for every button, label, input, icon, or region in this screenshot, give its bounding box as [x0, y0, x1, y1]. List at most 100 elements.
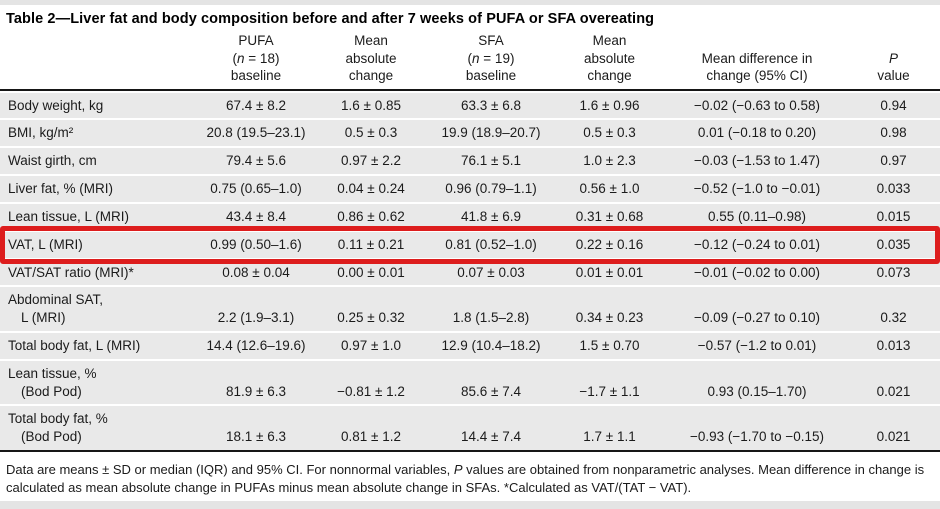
column-header-sfa-baseline: SFA (n = 19) baseline	[430, 31, 552, 91]
cell-value: 0.01 ± 0.01	[552, 259, 667, 286]
cell-value: 0.5 ± 0.3	[312, 120, 430, 147]
cell-value: 0.08 ± 0.04	[200, 259, 312, 286]
cell-value: 0.015	[847, 203, 940, 230]
cell-value: 0.56 ± 1.0	[552, 176, 667, 202]
cell-value: 85.6 ± 7.4	[430, 360, 552, 405]
row-label: Total body fat, % (Bod Pod)	[0, 406, 200, 453]
row-label: VAT/SAT ratio (MRI)*	[0, 259, 200, 286]
data-table: PUFA (n = 18) baseline Mean absolute change SF…	[0, 29, 940, 454]
cell-value: 0.04 ± 0.24	[312, 176, 430, 202]
table-body: Body weight, kg 67.4 ± 8.2 1.6 ± 0.85 63.3 …	[0, 92, 940, 453]
cell-value: 0.013	[847, 332, 940, 359]
cell-value: 67.4 ± 8.2	[200, 92, 312, 119]
table-footnote: Data are means ± SD or median (IQR) and …	[6, 462, 925, 495]
table-row: Lean tissue, L (MRI) 43.4 ± 8.4 0.86 ± 0.6…	[0, 203, 940, 230]
cell-value: 1.6 ± 0.96	[552, 92, 667, 119]
table-row: Total body fat, % (Bod Pod) 18.1 ± 6.3 0.81…	[0, 406, 940, 453]
table-row: Abdominal SAT, L (MRI) 2.2 (1.9–3.1) 0.25 ±…	[0, 287, 940, 331]
row-label: VAT, L (MRI)	[0, 231, 200, 258]
cell-value: −0.81 ± 1.2	[312, 360, 430, 405]
column-header-sfa-mean-absolute-change: Mean absolute change	[552, 31, 667, 91]
row-label: Lean tissue, L (MRI)	[0, 203, 200, 230]
cell-value: −1.7 ± 1.1	[552, 360, 667, 405]
cell-value: 76.1 ± 5.1	[430, 148, 552, 175]
cell-value: 0.81 ± 1.2	[312, 406, 430, 453]
cell-value: 43.4 ± 8.4	[200, 203, 312, 230]
cell-value: 0.11 ± 0.21	[312, 231, 430, 258]
row-label: Liver fat, % (MRI)	[0, 176, 200, 202]
cell-value: 0.97 ± 2.2	[312, 148, 430, 175]
cell-value: 2.2 (1.9–3.1)	[200, 287, 312, 331]
cell-value: 14.4 ± 7.4	[430, 406, 552, 453]
cell-value: 41.8 ± 6.9	[430, 203, 552, 230]
cell-value: 14.4 (12.6–19.6)	[200, 332, 312, 359]
cell-value: 0.31 ± 0.68	[552, 203, 667, 230]
cell-value: 63.3 ± 6.8	[430, 92, 552, 119]
row-label: BMI, kg/m²	[0, 120, 200, 147]
row-label: Waist girth, cm	[0, 148, 200, 175]
table-title: Table 2—Liver fat and body composition b…	[6, 11, 655, 27]
cell-value: 0.5 ± 0.3	[552, 120, 667, 147]
cell-value: 18.1 ± 6.3	[200, 406, 312, 453]
cell-value: 0.00 ± 0.01	[312, 259, 430, 286]
cell-value: 0.021	[847, 406, 940, 453]
cell-value: 0.25 ± 0.32	[312, 287, 430, 331]
cell-value: 0.55 (0.11–0.98)	[667, 203, 847, 230]
cell-value: 0.035	[847, 231, 940, 258]
cell-value: 0.073	[847, 259, 940, 286]
column-header-mean-difference: Mean difference in change (95% CI)	[667, 31, 847, 91]
column-header-pufa-mean-absolute-change: Mean absolute change	[312, 31, 430, 91]
cell-value: 79.4 ± 5.6	[200, 148, 312, 175]
cell-value: 81.9 ± 6.3	[200, 360, 312, 405]
table-row: Liver fat, % (MRI) 0.75 (0.65–1.0) 0.04 ± …	[0, 176, 940, 202]
row-label: Lean tissue, % (Bod Pod)	[0, 360, 200, 405]
cell-value: 0.32	[847, 287, 940, 331]
cell-value: 0.75 (0.65–1.0)	[200, 176, 312, 202]
cell-value: 0.033	[847, 176, 940, 202]
cell-value: 1.7 ± 1.1	[552, 406, 667, 453]
cell-value: 0.98	[847, 120, 940, 147]
cell-value: −0.52 (−1.0 to −0.01)	[667, 176, 847, 202]
row-label: Total body fat, L (MRI)	[0, 332, 200, 359]
column-header-label	[0, 31, 200, 91]
cell-value: 0.94	[847, 92, 940, 119]
column-header-pufa-baseline: PUFA (n = 18) baseline	[200, 31, 312, 91]
cell-value: 0.96 (0.79–1.1)	[430, 176, 552, 202]
table-header: PUFA (n = 18) baseline Mean absolute change SF…	[0, 31, 940, 91]
cell-value: 0.81 (0.52–1.0)	[430, 231, 552, 258]
cell-value: 0.97	[847, 148, 940, 175]
cell-value: 0.22 ± 0.16	[552, 231, 667, 258]
cell-value: 0.86 ± 0.62	[312, 203, 430, 230]
cell-value: 0.97 ± 1.0	[312, 332, 430, 359]
page-edge-strip-bottom	[0, 501, 940, 509]
row-label: Abdominal SAT, L (MRI)	[0, 287, 200, 331]
cell-value: −0.03 (−1.53 to 1.47)	[667, 148, 847, 175]
cell-value: −0.93 (−1.70 to −0.15)	[667, 406, 847, 453]
table-row: Total body fat, L (MRI) 14.4 (12.6–19.6) 0…	[0, 332, 940, 359]
cell-value: 0.07 ± 0.03	[430, 259, 552, 286]
cell-value: 0.99 (0.50–1.6)	[200, 231, 312, 258]
cell-value: −0.57 (−1.2 to 0.01)	[667, 332, 847, 359]
table-row-highlighted: VAT, L (MRI) 0.99 (0.50–1.6) 0.11 ± 0.21 0.…	[0, 231, 940, 258]
row-label: Body weight, kg	[0, 92, 200, 119]
cell-value: 20.8 (19.5–23.1)	[200, 120, 312, 147]
cell-value: −0.01 (−0.02 to 0.00)	[667, 259, 847, 286]
table-row: VAT/SAT ratio (MRI)* 0.08 ± 0.04 0.00 ± 0.…	[0, 259, 940, 286]
cell-value: 0.93 (0.15–1.70)	[667, 360, 847, 405]
table-row: Waist girth, cm 79.4 ± 5.6 0.97 ± 2.2 76.1 …	[0, 148, 940, 175]
cell-value: −0.09 (−0.27 to 0.10)	[667, 287, 847, 331]
cell-value: 0.34 ± 0.23	[552, 287, 667, 331]
table-row: BMI, kg/m² 20.8 (19.5–23.1) 0.5 ± 0.3 19.9 …	[0, 120, 940, 147]
cell-value: 19.9 (18.9–20.7)	[430, 120, 552, 147]
page-edge-strip-top	[0, 0, 940, 5]
paper-table-figure: Table 2—Liver fat and body composition b…	[0, 5, 940, 496]
header-row: PUFA (n = 18) baseline Mean absolute change SF…	[0, 31, 940, 91]
cell-value: −0.12 (−0.24 to 0.01)	[667, 231, 847, 258]
table-row: Body weight, kg 67.4 ± 8.2 1.6 ± 0.85 63.3 …	[0, 92, 940, 119]
cell-value: 1.0 ± 2.3	[552, 148, 667, 175]
cell-value: 0.01 (−0.18 to 0.20)	[667, 120, 847, 147]
table-row: Lean tissue, % (Bod Pod) 81.9 ± 6.3 −0.81 ±…	[0, 360, 940, 405]
cell-value: 0.021	[847, 360, 940, 405]
cell-value: 1.8 (1.5–2.8)	[430, 287, 552, 331]
